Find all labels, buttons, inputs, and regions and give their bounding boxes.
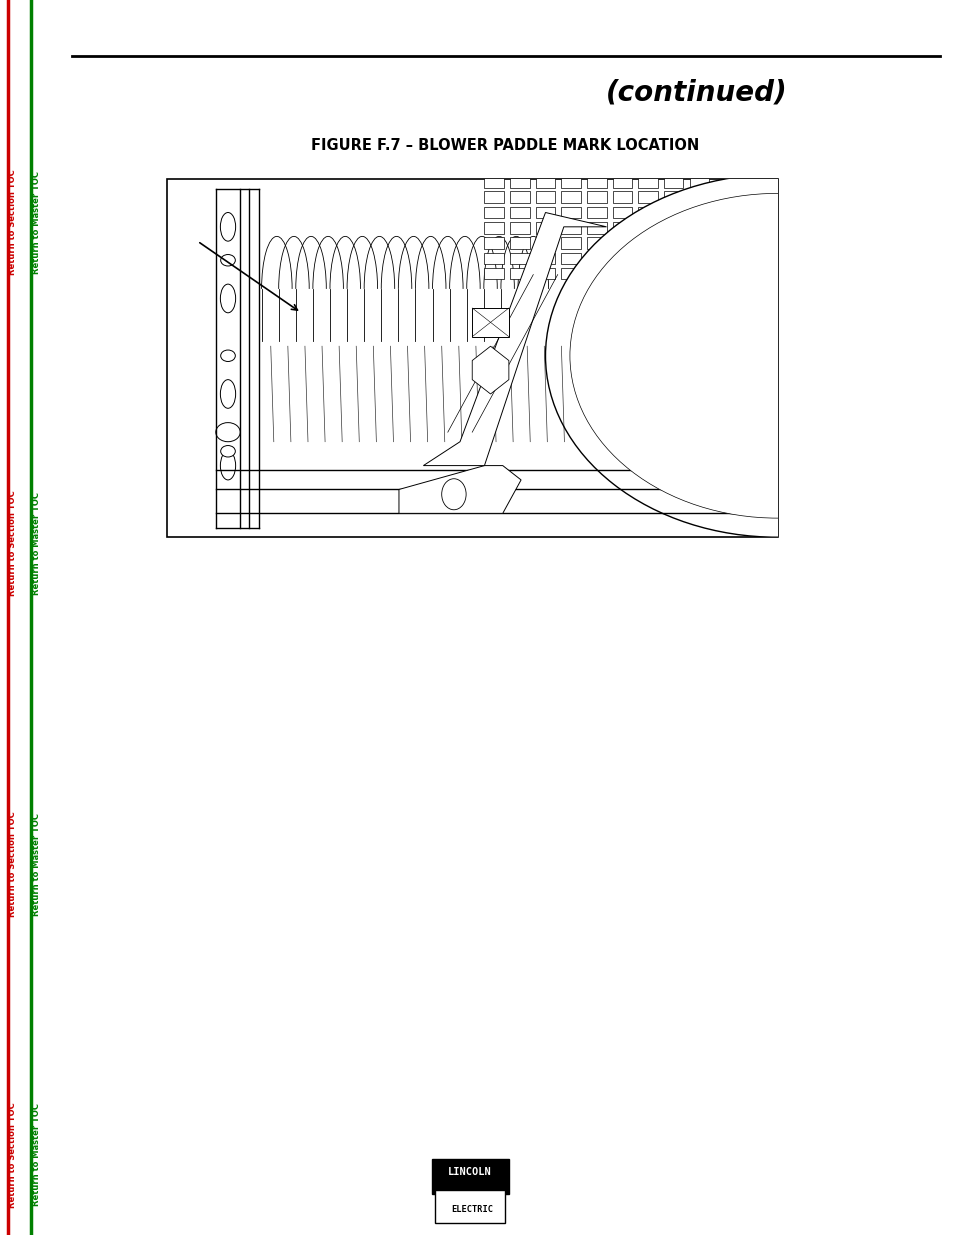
Bar (510, 268, 529, 279)
Bar (167, 179, 777, 537)
Text: (continued): (continued) (605, 79, 786, 106)
Bar (560, 222, 580, 233)
Bar (510, 253, 529, 264)
Text: ®: ® (502, 1163, 509, 1168)
Bar (689, 253, 708, 264)
Bar (536, 253, 555, 264)
Ellipse shape (220, 212, 235, 241)
Circle shape (220, 350, 235, 362)
Ellipse shape (441, 479, 466, 510)
Bar (510, 222, 529, 233)
Bar (586, 268, 606, 279)
Circle shape (220, 254, 235, 266)
Bar (472, 308, 508, 337)
Text: Return to Master TOC: Return to Master TOC (31, 813, 41, 916)
Bar (536, 177, 555, 188)
Bar (586, 222, 606, 233)
Bar (638, 237, 658, 248)
Bar (638, 222, 658, 233)
Text: Return to Section TOC: Return to Section TOC (8, 1102, 17, 1208)
Bar (560, 177, 580, 188)
Bar (431, 1158, 508, 1194)
Bar (510, 206, 529, 219)
Ellipse shape (220, 451, 235, 480)
Bar (510, 191, 529, 203)
Bar (484, 237, 503, 248)
Bar (689, 222, 708, 233)
Polygon shape (423, 212, 606, 466)
Bar (484, 222, 503, 233)
Bar (560, 253, 580, 264)
Bar (484, 268, 503, 279)
Circle shape (569, 194, 953, 519)
Bar (484, 177, 503, 188)
Bar (560, 191, 580, 203)
Bar (484, 191, 503, 203)
Circle shape (220, 446, 235, 457)
Bar (612, 268, 632, 279)
Bar (689, 268, 708, 279)
Text: Return to Master TOC: Return to Master TOC (31, 1103, 41, 1207)
Bar (663, 222, 682, 233)
Bar (638, 253, 658, 264)
Bar (612, 253, 632, 264)
Bar (484, 253, 503, 264)
Polygon shape (398, 466, 520, 514)
Text: FIGURE F.7 – BLOWER PADDLE MARK LOCATION: FIGURE F.7 – BLOWER PADDLE MARK LOCATION (312, 138, 699, 153)
Bar (663, 191, 682, 203)
Text: Return to Master TOC: Return to Master TOC (31, 492, 41, 595)
Bar (536, 191, 555, 203)
Bar (536, 268, 555, 279)
Bar (689, 177, 708, 188)
Bar (612, 222, 632, 233)
Bar (536, 237, 555, 248)
Text: Return to Master TOC: Return to Master TOC (31, 170, 41, 274)
Bar (638, 177, 658, 188)
Bar (484, 206, 503, 219)
Bar (536, 222, 555, 233)
Bar (612, 206, 632, 219)
Bar (586, 191, 606, 203)
Text: Return to Section TOC: Return to Section TOC (8, 811, 17, 918)
Polygon shape (472, 346, 508, 394)
Text: Return to Section TOC: Return to Section TOC (8, 169, 17, 275)
Ellipse shape (220, 284, 235, 312)
Bar (663, 253, 682, 264)
Bar (560, 268, 580, 279)
Text: LINCOLN: LINCOLN (448, 1167, 492, 1177)
Bar (612, 177, 632, 188)
Bar (638, 191, 658, 203)
Ellipse shape (220, 379, 235, 409)
Bar (435, 1191, 505, 1224)
Bar (536, 206, 555, 219)
Text: ELECTRIC: ELECTRIC (451, 1204, 493, 1214)
Text: Return to Section TOC: Return to Section TOC (8, 490, 17, 597)
Bar (586, 177, 606, 188)
Bar (638, 206, 658, 219)
Bar (586, 253, 606, 264)
Bar (663, 237, 682, 248)
Bar (560, 206, 580, 219)
Bar (689, 237, 708, 248)
Circle shape (545, 174, 953, 537)
Bar (663, 206, 682, 219)
Circle shape (215, 422, 240, 442)
Bar (612, 191, 632, 203)
Bar (510, 237, 529, 248)
Bar (586, 206, 606, 219)
Bar (612, 237, 632, 248)
Bar (689, 191, 708, 203)
Bar (689, 206, 708, 219)
Bar (638, 268, 658, 279)
Bar (586, 237, 606, 248)
Bar (510, 177, 529, 188)
Bar (663, 268, 682, 279)
Bar (663, 177, 682, 188)
Bar (560, 237, 580, 248)
